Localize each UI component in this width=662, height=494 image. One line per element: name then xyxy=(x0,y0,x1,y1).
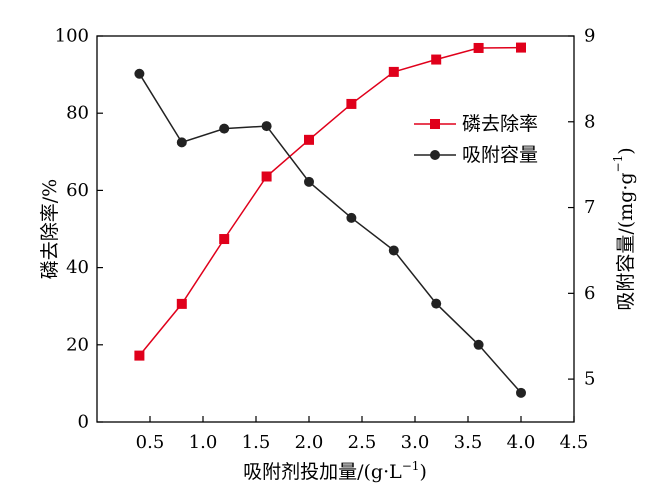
plot-area xyxy=(96,35,575,423)
data-point xyxy=(134,350,145,361)
data-point xyxy=(261,171,272,182)
data-point xyxy=(176,137,187,148)
x-tick-label: 3.5 xyxy=(454,432,483,453)
y-axis-right-label-tail: ) xyxy=(615,147,637,154)
data-point xyxy=(219,234,230,245)
legend-capacity-label: 吸附容量 xyxy=(462,144,538,166)
data-point xyxy=(304,176,314,187)
x-axis-label-main: 吸附剂投加量/(g·L xyxy=(243,461,402,483)
x-axis-label-sup: −1 xyxy=(402,459,420,473)
legend-capacity-marker xyxy=(430,150,440,160)
ticks-layer: 0.5 1.0 1.5 2.0 2.5 3.0 3.5 4.0 4.5 0 20 40 60 80 100 5… xyxy=(55,26,596,454)
x-tick-label: 3.0 xyxy=(401,432,430,453)
data-point xyxy=(431,298,442,309)
data-point xyxy=(304,134,314,145)
legend-item-capacity: 吸附容量 xyxy=(414,144,538,166)
data-point xyxy=(473,42,484,53)
data-point xyxy=(134,68,145,79)
y-axis-right-label-sup: −1 xyxy=(611,155,625,173)
data-point xyxy=(219,123,230,134)
y-left-tick-label: 100 xyxy=(55,26,89,47)
x-tick-label: 4.5 xyxy=(560,432,589,453)
x-axis-label: 吸附剂投加量/(g·L−1) xyxy=(243,459,427,483)
y-left-tick-label: 40 xyxy=(66,257,89,278)
data-point xyxy=(516,387,526,398)
y-axis-right-label: 吸附容量/(mg·g−1) xyxy=(611,147,637,310)
data-point xyxy=(261,121,272,132)
data-point xyxy=(516,42,526,53)
data-point xyxy=(176,298,187,309)
legend-item-removal: 磷去除率 xyxy=(414,113,538,135)
x-tick-label: 1.0 xyxy=(189,432,218,453)
x-tick-label: 2.0 xyxy=(295,432,324,453)
data-point xyxy=(431,54,442,65)
data-point xyxy=(346,212,357,223)
y-left-tick-label: 80 xyxy=(66,103,89,124)
x-tick-label: 4.0 xyxy=(507,432,536,453)
series-line-0 xyxy=(138,46,522,357)
legend-removal-label: 磷去除率 xyxy=(462,113,538,135)
x-axis-label-tail: ) xyxy=(419,461,426,483)
y-right-tick-label: 7 xyxy=(584,197,595,218)
plot-frame xyxy=(96,35,575,423)
legend-removal-marker xyxy=(430,119,440,129)
y-left-tick-label: 60 xyxy=(66,180,89,201)
series-layer xyxy=(134,42,526,398)
y-right-tick-label: 8 xyxy=(584,111,595,132)
y-right-tick-label: 9 xyxy=(584,26,595,47)
series-line-1 xyxy=(138,73,522,394)
legend: 磷去除率 吸附容量 xyxy=(414,113,538,166)
y-right-tick-label: 5 xyxy=(584,369,595,390)
x-tick-label: 1.5 xyxy=(242,432,271,453)
y-axis-left-label: 磷去除率/% xyxy=(39,179,61,279)
data-point xyxy=(346,98,357,109)
data-point xyxy=(388,245,399,256)
data-point xyxy=(388,66,399,77)
data-point xyxy=(473,339,484,350)
y-left-tick-label: 0 xyxy=(78,412,89,433)
y-axis-right-label-main: 吸附容量/(mg·g xyxy=(615,172,637,310)
y-left-tick-label: 20 xyxy=(66,334,89,355)
x-tick-label: 0.5 xyxy=(136,432,165,453)
x-tick-label: 2.5 xyxy=(348,432,377,453)
y-right-tick-label: 6 xyxy=(584,283,595,304)
